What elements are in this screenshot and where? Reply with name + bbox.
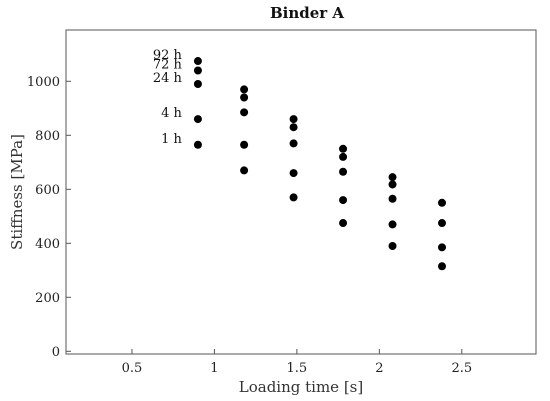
data-point <box>193 66 202 75</box>
data-point <box>193 140 202 149</box>
data-point <box>339 219 348 228</box>
y-tick-label: 400 <box>35 237 60 252</box>
data-point <box>388 242 397 250</box>
plot-frame <box>65 29 537 355</box>
data-point <box>240 108 249 117</box>
data-point <box>193 115 202 124</box>
annotation-label: 24 h <box>153 71 183 86</box>
annotation-label: 4 h <box>161 106 182 121</box>
x-tick-label: 0.5 <box>122 361 143 376</box>
data-point <box>438 219 446 228</box>
data-point <box>388 194 397 203</box>
chart-title: Binder A <box>270 4 344 22</box>
data-point <box>240 140 249 149</box>
data-point <box>240 166 249 175</box>
data-point <box>339 152 348 161</box>
data-point <box>339 144 348 153</box>
data-point <box>289 115 298 124</box>
data-point <box>193 57 202 66</box>
x-tick-label: 2 <box>375 361 383 376</box>
y-axis-label: Stiffness [MPa] <box>8 134 26 250</box>
data-point <box>388 173 397 182</box>
data-point <box>339 167 348 176</box>
x-tick-label: 2.5 <box>451 361 472 376</box>
data-point <box>289 169 298 178</box>
y-tick-label: 1000 <box>27 75 60 90</box>
y-tick-label: 800 <box>35 129 60 144</box>
data-point <box>438 262 446 271</box>
x-tick-label: 1 <box>210 361 218 376</box>
data-point <box>193 80 202 88</box>
y-tick-label: 0 <box>52 345 60 360</box>
data-point <box>438 198 446 207</box>
data-point <box>388 220 397 229</box>
data-point <box>289 193 298 202</box>
x-tick-label: 1.5 <box>287 361 308 376</box>
y-tick-label: 600 <box>35 183 60 198</box>
data-point <box>438 243 446 252</box>
annotation-label: 92 h <box>153 48 183 63</box>
x-axis-label: Loading time [s] <box>239 378 363 396</box>
annotations: 92 h72 h24 h 4 h 1 h <box>153 48 183 147</box>
data-point <box>240 93 249 102</box>
data-point <box>388 180 397 189</box>
annotation-label: 72 h <box>153 58 183 73</box>
axis-ticks: 0.5 1 1.5 2 2.5 0 200 400 600 800 1000 <box>27 75 472 376</box>
data-point <box>339 196 348 205</box>
data-point <box>289 123 298 132</box>
y-tick-label: 200 <box>35 291 60 306</box>
data-point <box>240 85 249 94</box>
data-point <box>289 139 298 148</box>
annotation-label: 1 h <box>161 132 182 147</box>
data-points <box>193 57 446 271</box>
